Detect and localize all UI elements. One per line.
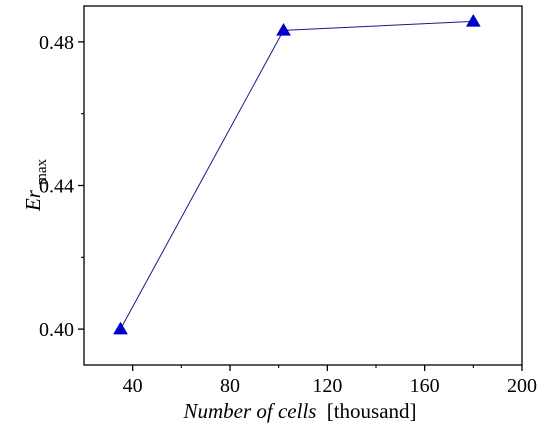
x-tick-label: 40 <box>123 375 143 397</box>
x-tick-label: 160 <box>410 375 440 397</box>
x-tick-label: 200 <box>507 375 537 397</box>
data-point <box>276 22 291 36</box>
data-point <box>465 13 481 27</box>
x-axis-title: Number of cells [thousand] <box>182 399 416 423</box>
series-layer <box>113 13 481 335</box>
data-point <box>113 321 128 335</box>
plot-border <box>83 5 523 366</box>
x-tick-label: 120 <box>312 375 342 397</box>
y-tick-label: 0.44 <box>39 176 74 198</box>
y-axis-title: Er max <box>21 158 50 212</box>
y-axis: 0.40 0.44 0.48 <box>39 32 84 341</box>
plot-frame <box>83 5 523 366</box>
y-tick-label: 0.48 <box>39 32 74 54</box>
y-tick-label: 0.40 <box>39 319 74 341</box>
x-tick-label: 80 <box>220 375 240 397</box>
x-axis: 40 80 120 160 200 <box>123 365 537 397</box>
series-line <box>120 20 474 330</box>
